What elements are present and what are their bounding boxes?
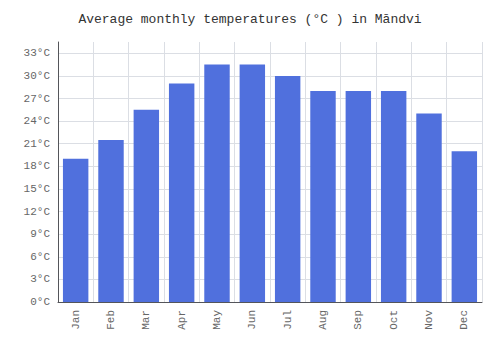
- svg-text:Oct: Oct: [388, 310, 400, 330]
- svg-text:Aug: Aug: [317, 310, 329, 330]
- svg-text:9°C: 9°C: [30, 228, 50, 240]
- svg-text:May: May: [211, 310, 223, 330]
- svg-text:Feb: Feb: [105, 310, 117, 330]
- svg-text:Jun: Jun: [246, 310, 258, 330]
- svg-text:0°C: 0°C: [30, 296, 50, 308]
- svg-text:15°C: 15°C: [24, 183, 51, 195]
- svg-text:3°C: 3°C: [30, 273, 50, 285]
- svg-text:6°C: 6°C: [30, 251, 50, 263]
- svg-text:Dec: Dec: [458, 310, 470, 330]
- svg-text:18°C: 18°C: [24, 160, 51, 172]
- svg-text:Mar: Mar: [140, 310, 152, 330]
- svg-text:24°C: 24°C: [24, 115, 51, 127]
- svg-text:27°C: 27°C: [24, 93, 51, 105]
- svg-text:Apr: Apr: [176, 310, 188, 330]
- svg-text:Jan: Jan: [70, 310, 82, 330]
- svg-text:Sep: Sep: [352, 310, 364, 330]
- svg-text:Average monthly temperatures (: Average monthly temperatures (°C ) in Mā…: [78, 12, 421, 27]
- svg-text:30°C: 30°C: [24, 70, 51, 82]
- svg-text:Jul: Jul: [282, 310, 294, 330]
- svg-text:Nov: Nov: [423, 310, 435, 330]
- svg-text:21°C: 21°C: [24, 138, 51, 150]
- svg-text:12°C: 12°C: [24, 206, 51, 218]
- svg-text:33°C: 33°C: [24, 47, 51, 59]
